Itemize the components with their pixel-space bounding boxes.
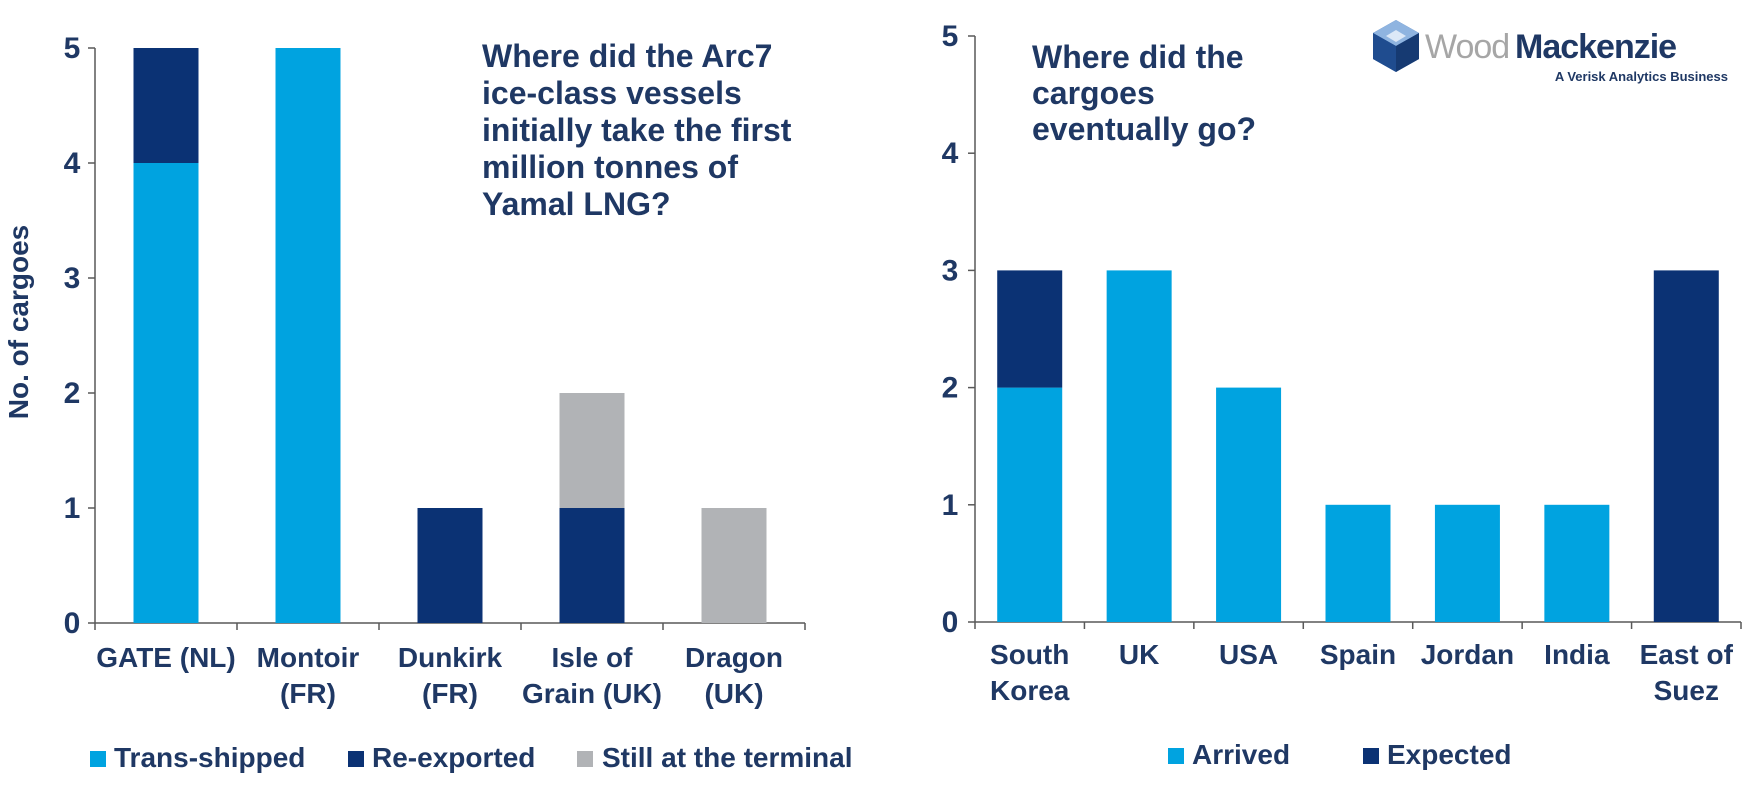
y-tick-label: 4 xyxy=(64,147,81,180)
bar xyxy=(1106,270,1172,622)
x-tick-label: Grain (UK) xyxy=(522,678,662,709)
logo-tagline: A Verisk Analytics Business xyxy=(1555,69,1728,84)
chart-title: Where did the xyxy=(1032,39,1244,75)
chart-eventual-destinations: 0 1 2 3 4 5 South Korea UK USA Spain Jordan India Eas… xyxy=(942,20,1742,770)
bar xyxy=(1653,270,1719,622)
x-tick-label: South xyxy=(990,639,1069,670)
bar xyxy=(559,393,625,508)
chart-title: million tonnes of xyxy=(482,149,738,185)
y-axis-title: No. of cargoes xyxy=(3,225,34,419)
legend-swatch xyxy=(1168,748,1184,764)
legend-label: Arrived xyxy=(1192,739,1290,770)
x-tick-label: (UK) xyxy=(704,678,763,709)
y-tick-label: 4 xyxy=(942,137,959,170)
y-tick-label: 5 xyxy=(942,20,959,53)
bar xyxy=(1216,387,1282,622)
legend-label: Trans-shipped xyxy=(114,742,305,773)
chart-initial-destinations: 0 1 2 3 4 5 GATE (NL) Montoir (FR) Dunkirk (FR) Isl… xyxy=(3,32,853,773)
bar xyxy=(275,48,341,623)
chart-title: Where did the Arc7 xyxy=(482,38,772,74)
legend-label: Re-exported xyxy=(372,742,535,773)
chart-title: initially take the first xyxy=(482,112,792,148)
chart-title: cargoes xyxy=(1032,75,1155,111)
wood-mackenzie-logo: Wood Mackenzie A Verisk Analytics Busine… xyxy=(1373,20,1728,84)
x-tick-label: Korea xyxy=(990,675,1070,706)
legend-swatch xyxy=(577,751,593,767)
logo-word-mackenzie: Mackenzie xyxy=(1515,28,1676,66)
chart-title: Yamal LNG? xyxy=(482,186,671,222)
bar xyxy=(559,508,625,623)
y-tick-label: 5 xyxy=(64,32,81,65)
x-tick-label: Dragon xyxy=(685,642,783,673)
chart-title: ice-class vessels xyxy=(482,75,742,111)
bar xyxy=(133,48,199,163)
x-tick-label: Suez xyxy=(1654,675,1719,706)
x-tick-label: Montoir xyxy=(257,642,360,673)
x-tick-label: Spain xyxy=(1320,639,1396,670)
y-tick-label: 0 xyxy=(942,606,959,639)
x-tick-label: UK xyxy=(1119,639,1159,670)
y-tick-label: 3 xyxy=(942,254,959,287)
legend-swatch xyxy=(1363,748,1379,764)
y-tick-label: 0 xyxy=(64,607,81,640)
y-tick-label: 2 xyxy=(64,377,81,410)
y-tick-label: 1 xyxy=(942,489,959,522)
y-tick-label: 2 xyxy=(942,372,959,405)
bar xyxy=(997,387,1063,622)
hexagon-logo-icon xyxy=(1373,20,1419,72)
logo-word-wood: Wood xyxy=(1425,28,1509,66)
bar xyxy=(997,270,1063,388)
bar xyxy=(1434,504,1500,622)
x-tick-label: USA xyxy=(1219,639,1278,670)
x-tick-label: India xyxy=(1544,639,1610,670)
x-tick-label: Jordan xyxy=(1421,639,1514,670)
x-tick-label: GATE (NL) xyxy=(96,642,235,673)
y-tick-label: 3 xyxy=(64,262,81,295)
legend-swatch xyxy=(348,751,364,767)
x-tick-label: Dunkirk xyxy=(398,642,503,673)
bar xyxy=(1325,504,1391,622)
legend-swatch xyxy=(90,751,106,767)
x-tick-label: East of xyxy=(1640,639,1734,670)
legend-label: Still at the terminal xyxy=(602,742,853,773)
legend-label: Expected xyxy=(1387,739,1512,770)
x-tick-label: Isle of xyxy=(552,642,634,673)
x-tick-label: (FR) xyxy=(422,678,478,709)
x-tick-label: (FR) xyxy=(280,678,336,709)
y-tick-label: 1 xyxy=(64,492,81,525)
bar xyxy=(1544,504,1610,622)
bar xyxy=(133,163,199,623)
bar xyxy=(417,508,483,623)
bar xyxy=(701,508,767,623)
chart-title: eventually go? xyxy=(1032,111,1256,147)
